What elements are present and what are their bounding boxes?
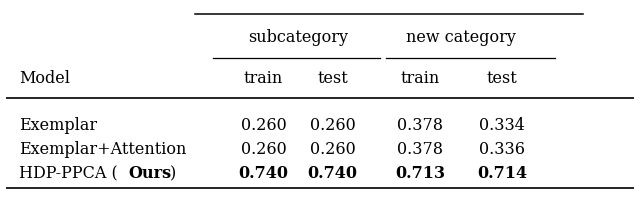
Text: new category: new category xyxy=(406,29,516,46)
Text: 0.260: 0.260 xyxy=(310,117,355,134)
Text: 0.740: 0.740 xyxy=(239,165,289,182)
Text: ): ) xyxy=(170,165,176,182)
Text: 0.260: 0.260 xyxy=(241,141,287,158)
Text: Exemplar: Exemplar xyxy=(19,117,97,134)
Text: 0.378: 0.378 xyxy=(397,141,444,158)
Text: train: train xyxy=(244,70,283,87)
Text: 0.378: 0.378 xyxy=(397,117,444,134)
Text: 0.740: 0.740 xyxy=(308,165,358,182)
Text: Model: Model xyxy=(19,70,70,87)
Text: 0.260: 0.260 xyxy=(241,117,287,134)
Text: 0.713: 0.713 xyxy=(396,165,445,182)
Text: test: test xyxy=(317,70,348,87)
Text: HDP-PPCA (: HDP-PPCA ( xyxy=(19,165,118,182)
Text: Ours: Ours xyxy=(129,165,172,182)
Text: 0.714: 0.714 xyxy=(477,165,527,182)
Text: 0.260: 0.260 xyxy=(310,141,355,158)
Text: Exemplar+Attention: Exemplar+Attention xyxy=(19,141,186,158)
Text: subcategory: subcategory xyxy=(248,29,348,46)
Text: test: test xyxy=(486,70,517,87)
Text: train: train xyxy=(401,70,440,87)
Text: 0.334: 0.334 xyxy=(479,117,525,134)
Text: 0.336: 0.336 xyxy=(479,141,525,158)
